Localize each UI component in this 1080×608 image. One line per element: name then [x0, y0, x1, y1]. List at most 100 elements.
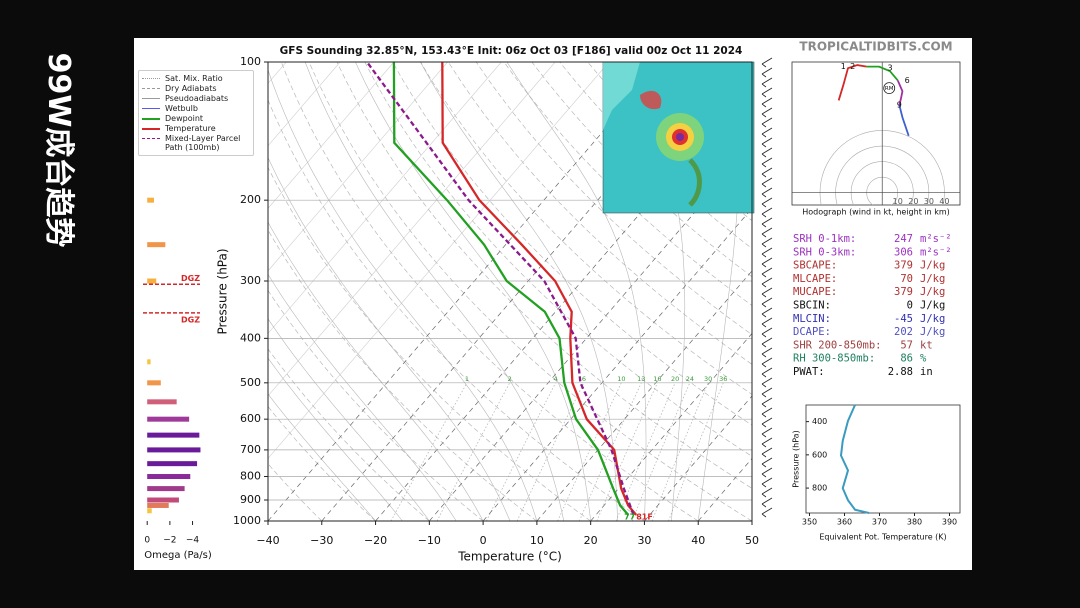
index-value: 247 [894, 233, 913, 245]
wind-barb [761, 307, 773, 318]
omega-tick-label: 0 [144, 536, 150, 546]
wind-barb [761, 497, 773, 508]
index-unit: m²s⁻² [920, 233, 952, 245]
thetae-y-tick-label: 400 [812, 417, 827, 426]
mixing-ratio-line [578, 382, 642, 521]
dry-adiabat [559, 62, 752, 249]
pseudoadiabat [619, 62, 686, 521]
surface-label: 81F [636, 513, 653, 522]
hodograph [792, 62, 960, 205]
wind-barb [761, 437, 773, 448]
omega-bar [147, 380, 161, 386]
hodo-segment [866, 65, 899, 82]
omega-bar [147, 497, 179, 503]
wind-barb [761, 167, 773, 178]
mixing-ratio-line [651, 382, 709, 521]
legend-label: Pseudoadiabats [165, 94, 229, 103]
wind-barb [761, 147, 773, 158]
index-label: DCAPE: [793, 326, 831, 338]
isotherm-grid [590, 332, 752, 521]
dry-adiabat [268, 229, 538, 521]
index-unit: J/kg [920, 300, 945, 312]
omega-bar [147, 416, 190, 422]
dry-adiabat [531, 62, 752, 278]
wind-barb [761, 57, 773, 68]
wind-barb [761, 187, 773, 198]
wind-barb [761, 287, 773, 298]
legend-label: Wetbulb [165, 104, 198, 113]
thetae-x-label: Equivalent Pot. Temperature (K) [819, 533, 946, 542]
index-label: RH 300-850mb: [793, 353, 875, 365]
side-caption: 99W成台趋势 [41, 52, 76, 248]
legend-entry: Dewpoint [142, 114, 250, 123]
wind-barb [761, 417, 773, 428]
omega-bar [147, 461, 198, 467]
chart-title: GFS Sounding 32.85°N, 153.43°E Init: 06z… [280, 45, 743, 57]
legend-swatch [142, 128, 160, 130]
index-value: 0 [907, 300, 913, 312]
y-tick-label: 400 [240, 331, 261, 344]
hodo-ring-label: 40 [939, 197, 949, 206]
thetae-x-tick-label: 380 [907, 518, 922, 527]
wind-barb [761, 407, 773, 418]
dry-adiabat [392, 62, 752, 426]
mixing-ratio-line [516, 382, 585, 521]
wind-barb [761, 297, 773, 308]
wind-barb [761, 97, 773, 108]
mixing-ratio-line [390, 382, 468, 521]
omega-bar [147, 508, 152, 514]
pseudoadiabat [268, 318, 430, 521]
storm-motion [883, 82, 896, 95]
pseudoadiabat [304, 62, 565, 521]
legend-entry: Mixed-Layer Parcel Path (100mb) [142, 134, 250, 152]
mixing-ratio-label: 6 [582, 375, 586, 383]
wind-barb [761, 507, 773, 518]
hodo-segment [898, 104, 910, 137]
mixing-ratio-label: 1 [465, 375, 469, 383]
hodo-height-label: 1 [841, 62, 846, 71]
index-unit: % [920, 353, 927, 365]
dry-adiabat [268, 99, 645, 521]
index-label: PWAT: [793, 366, 825, 378]
index-value: 306 [894, 246, 913, 258]
thetae-x-tick-label: 370 [872, 518, 887, 527]
x-tick-label: 10 [530, 534, 544, 547]
pseudoadiabat [268, 357, 403, 521]
wind-barb [761, 377, 773, 388]
dry-adiabat [268, 289, 484, 521]
pseudoadiabat [355, 62, 591, 521]
isotherm [268, 62, 502, 334]
legend-swatch [142, 138, 160, 139]
dry-adiabat [503, 62, 752, 306]
wind-barb [761, 357, 773, 368]
wind-barb [761, 277, 773, 288]
omega-bar [147, 242, 166, 248]
wind-barb [761, 247, 773, 258]
mixing-ratio-label: 13 [637, 375, 645, 383]
wind-barb [761, 157, 773, 168]
thetae-x-tick-label: 390 [942, 518, 957, 527]
isotherm [268, 62, 448, 272]
omega-bar [147, 432, 200, 438]
x-tick-label: −10 [418, 534, 441, 547]
wind-barb [761, 267, 773, 278]
wind-barb [761, 487, 773, 498]
y-tick-label: 800 [240, 470, 261, 483]
mixing-ratio-label: 30 [704, 375, 712, 383]
thetae-frame [805, 404, 961, 514]
mixing-ratio-line [596, 382, 658, 521]
dry-adiabat [280, 62, 699, 521]
omega-tick-label: −2 [163, 536, 176, 546]
y-tick-label: 900 [240, 493, 261, 506]
wind-barb [761, 427, 773, 438]
wind-barb [761, 397, 773, 408]
wind-barb [761, 177, 773, 188]
x-tick-label: 30 [637, 534, 651, 547]
wind-barb [761, 317, 773, 328]
dgz-label: DGZ [181, 274, 200, 283]
inset-map [602, 61, 755, 214]
isotherm [268, 62, 395, 209]
thetae-y-label: Pressure (hPa) [792, 430, 801, 487]
y-tick-label: 1000 [233, 514, 261, 527]
mixing-ratio-label: 24 [686, 375, 694, 383]
